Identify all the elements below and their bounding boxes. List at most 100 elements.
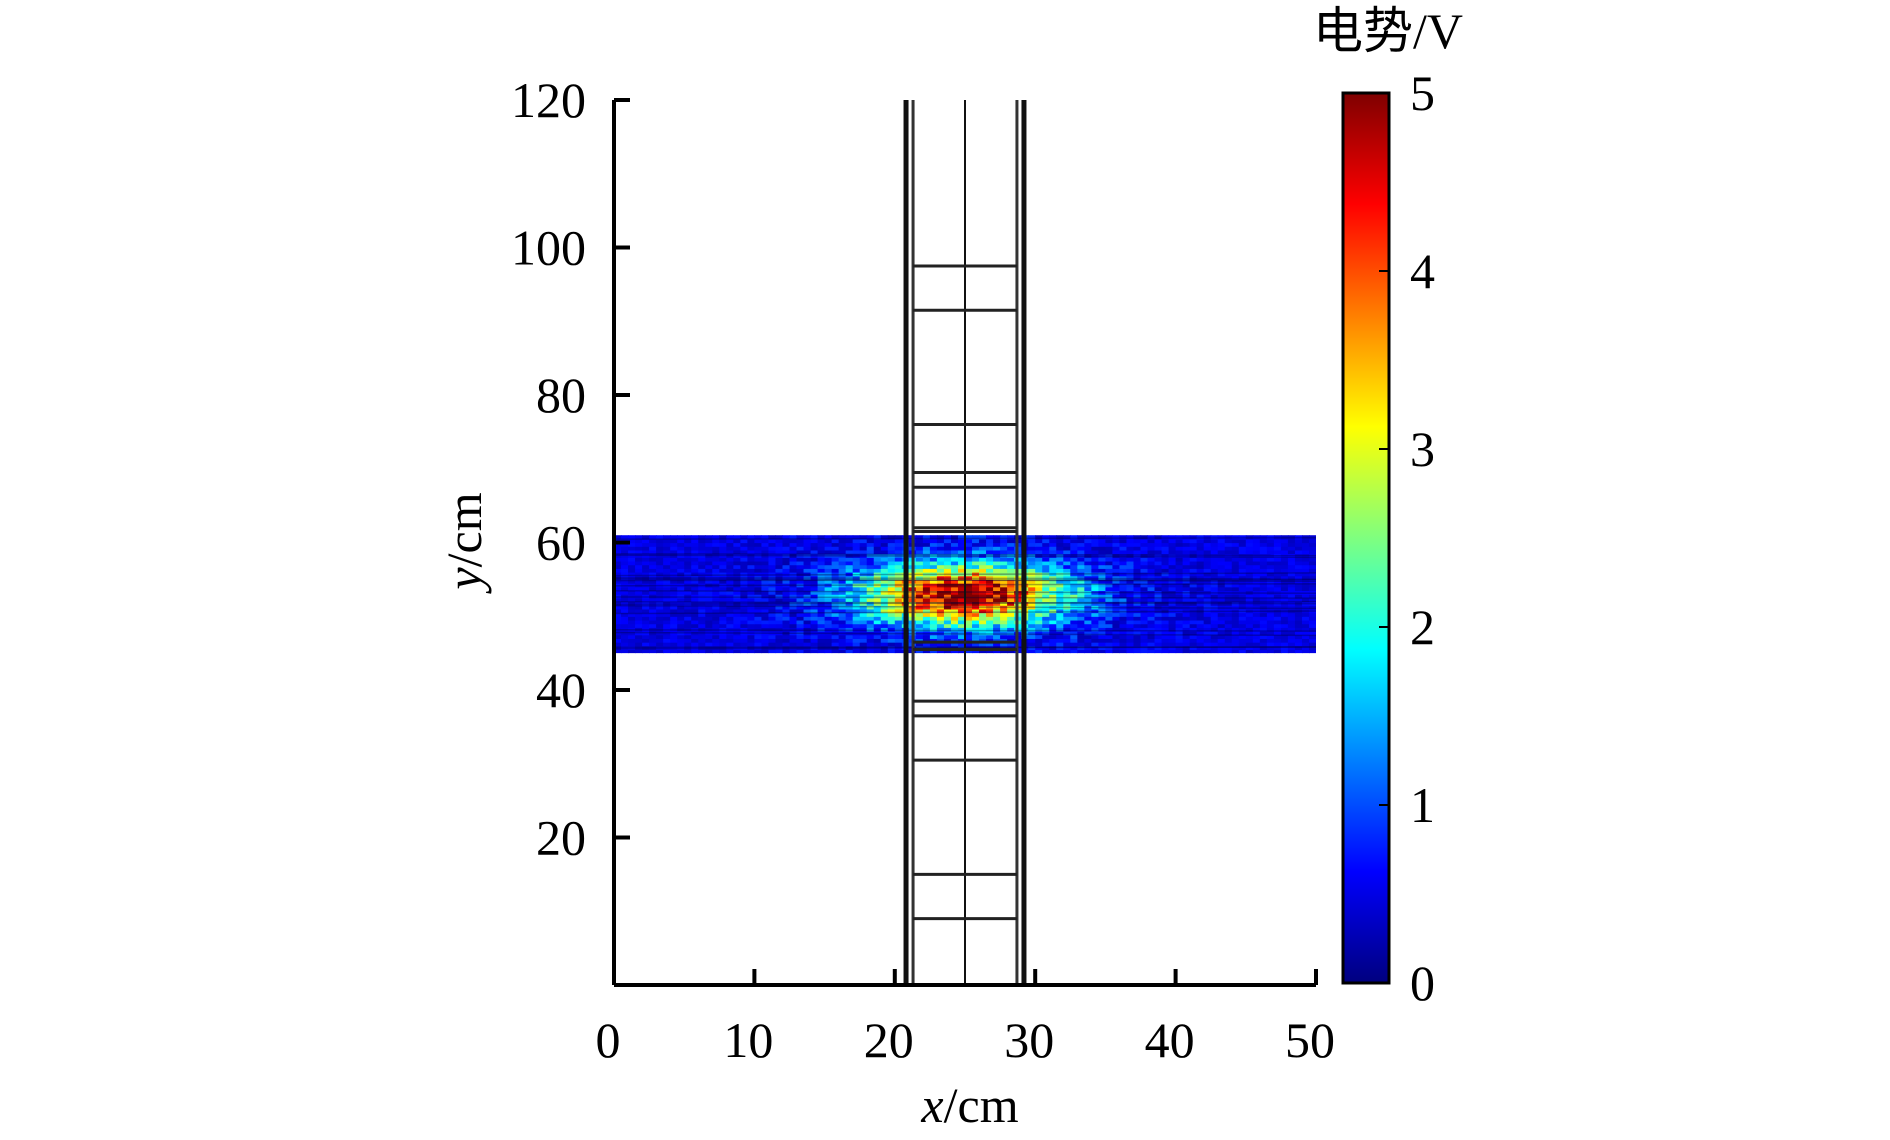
field-cell: [1189, 645, 1198, 651]
field-cell: [838, 590, 847, 595]
field-cell: [1231, 572, 1240, 577]
field-cell: [1217, 583, 1226, 588]
field-cell: [943, 631, 952, 636]
field-cell: [972, 586, 980, 592]
field-cell: [922, 568, 931, 573]
field-cell: [1091, 583, 1099, 588]
field-cell: [1273, 649, 1282, 654]
field-cell: [957, 546, 966, 551]
field-cell: [1294, 597, 1303, 603]
field-cell: [852, 586, 861, 592]
field-cell: [810, 542, 819, 547]
field-cell: [726, 535, 734, 540]
field-cell: [1175, 638, 1184, 643]
field-cell: [775, 557, 784, 562]
field-cell: [950, 549, 959, 555]
field-cell: [712, 619, 720, 625]
field-cell: [1266, 608, 1275, 614]
field-cell: [1224, 616, 1233, 621]
field-cell: [789, 553, 798, 558]
field-cell: [649, 631, 657, 636]
field-cell: [1175, 586, 1184, 592]
field-cell: [1049, 605, 1057, 610]
field-cell: [993, 608, 1001, 614]
field-cell: [1119, 631, 1128, 636]
field-cell: [663, 572, 671, 577]
field-cell: [1259, 612, 1268, 617]
field-cell: [649, 645, 657, 651]
field-cell: [1294, 623, 1303, 628]
field-cell: [817, 579, 826, 584]
field-cell: [1175, 579, 1184, 584]
field-cell: [712, 601, 720, 606]
field-cell: [1217, 608, 1226, 614]
field-cell: [803, 538, 812, 544]
field-cell: [852, 535, 861, 540]
field-cell: [754, 542, 763, 547]
field-cell: [1084, 583, 1092, 588]
field-cell: [1217, 616, 1226, 621]
field-cell: [747, 601, 755, 606]
field-cell: [1077, 583, 1085, 588]
field-cell: [929, 616, 938, 621]
field-cell: [635, 564, 643, 569]
field-cell: [1049, 642, 1057, 647]
field-cell: [1077, 572, 1085, 577]
field-cell: [929, 564, 938, 569]
field-cell: [1280, 605, 1289, 610]
field-cell: [979, 568, 987, 573]
field-cell: [1238, 572, 1247, 577]
field-cell: [705, 627, 713, 632]
field-cell: [936, 564, 945, 569]
field-cell: [754, 612, 763, 617]
field-cell: [1231, 583, 1240, 588]
field-cell: [1231, 649, 1240, 654]
field-cell: [1063, 542, 1071, 547]
field-cell: [1007, 535, 1015, 540]
field-cell: [979, 579, 987, 584]
field-cell: [691, 583, 699, 588]
field-cell: [1042, 542, 1050, 547]
field-cell: [1294, 634, 1303, 639]
field-cell: [1112, 560, 1121, 566]
field-cell: [873, 586, 882, 592]
field-cell: [1000, 623, 1008, 628]
field-cell: [1196, 553, 1205, 558]
field-cell: [684, 560, 692, 566]
field-cell: [1084, 549, 1092, 555]
field-cell: [656, 579, 664, 584]
field-cell: [1287, 594, 1296, 599]
field-cell: [943, 605, 952, 610]
field-cell: [1182, 642, 1191, 647]
field-cell: [649, 605, 657, 610]
field-cell: [698, 605, 706, 610]
field-cell: [663, 549, 671, 555]
field-cell: [859, 638, 868, 643]
field-cell: [726, 645, 734, 651]
field-cell: [1294, 568, 1303, 573]
field-cell: [698, 560, 706, 566]
field-cell: [1217, 538, 1226, 544]
field-cell: [929, 642, 938, 647]
field-cell: [761, 627, 770, 632]
field-cell: [1063, 568, 1071, 573]
field-cell: [719, 638, 727, 643]
field-cell: [796, 623, 805, 628]
field-cell: [1238, 583, 1247, 588]
field-cell: [1203, 575, 1212, 580]
field-cell: [1063, 557, 1071, 562]
field-cell: [838, 560, 847, 566]
field-cell: [1105, 594, 1114, 599]
field-cell: [1203, 623, 1212, 628]
field-cell: [1245, 608, 1254, 614]
field-cell: [1091, 608, 1099, 614]
field-cell: [1252, 557, 1261, 562]
field-cell: [838, 553, 847, 558]
field-cell: [831, 553, 840, 558]
field-cell: [1126, 645, 1135, 651]
field-cell: [796, 546, 805, 551]
field-cell: [986, 627, 994, 632]
field-cell: [929, 560, 938, 566]
field-cell: [789, 638, 798, 643]
field-cell: [635, 590, 643, 595]
